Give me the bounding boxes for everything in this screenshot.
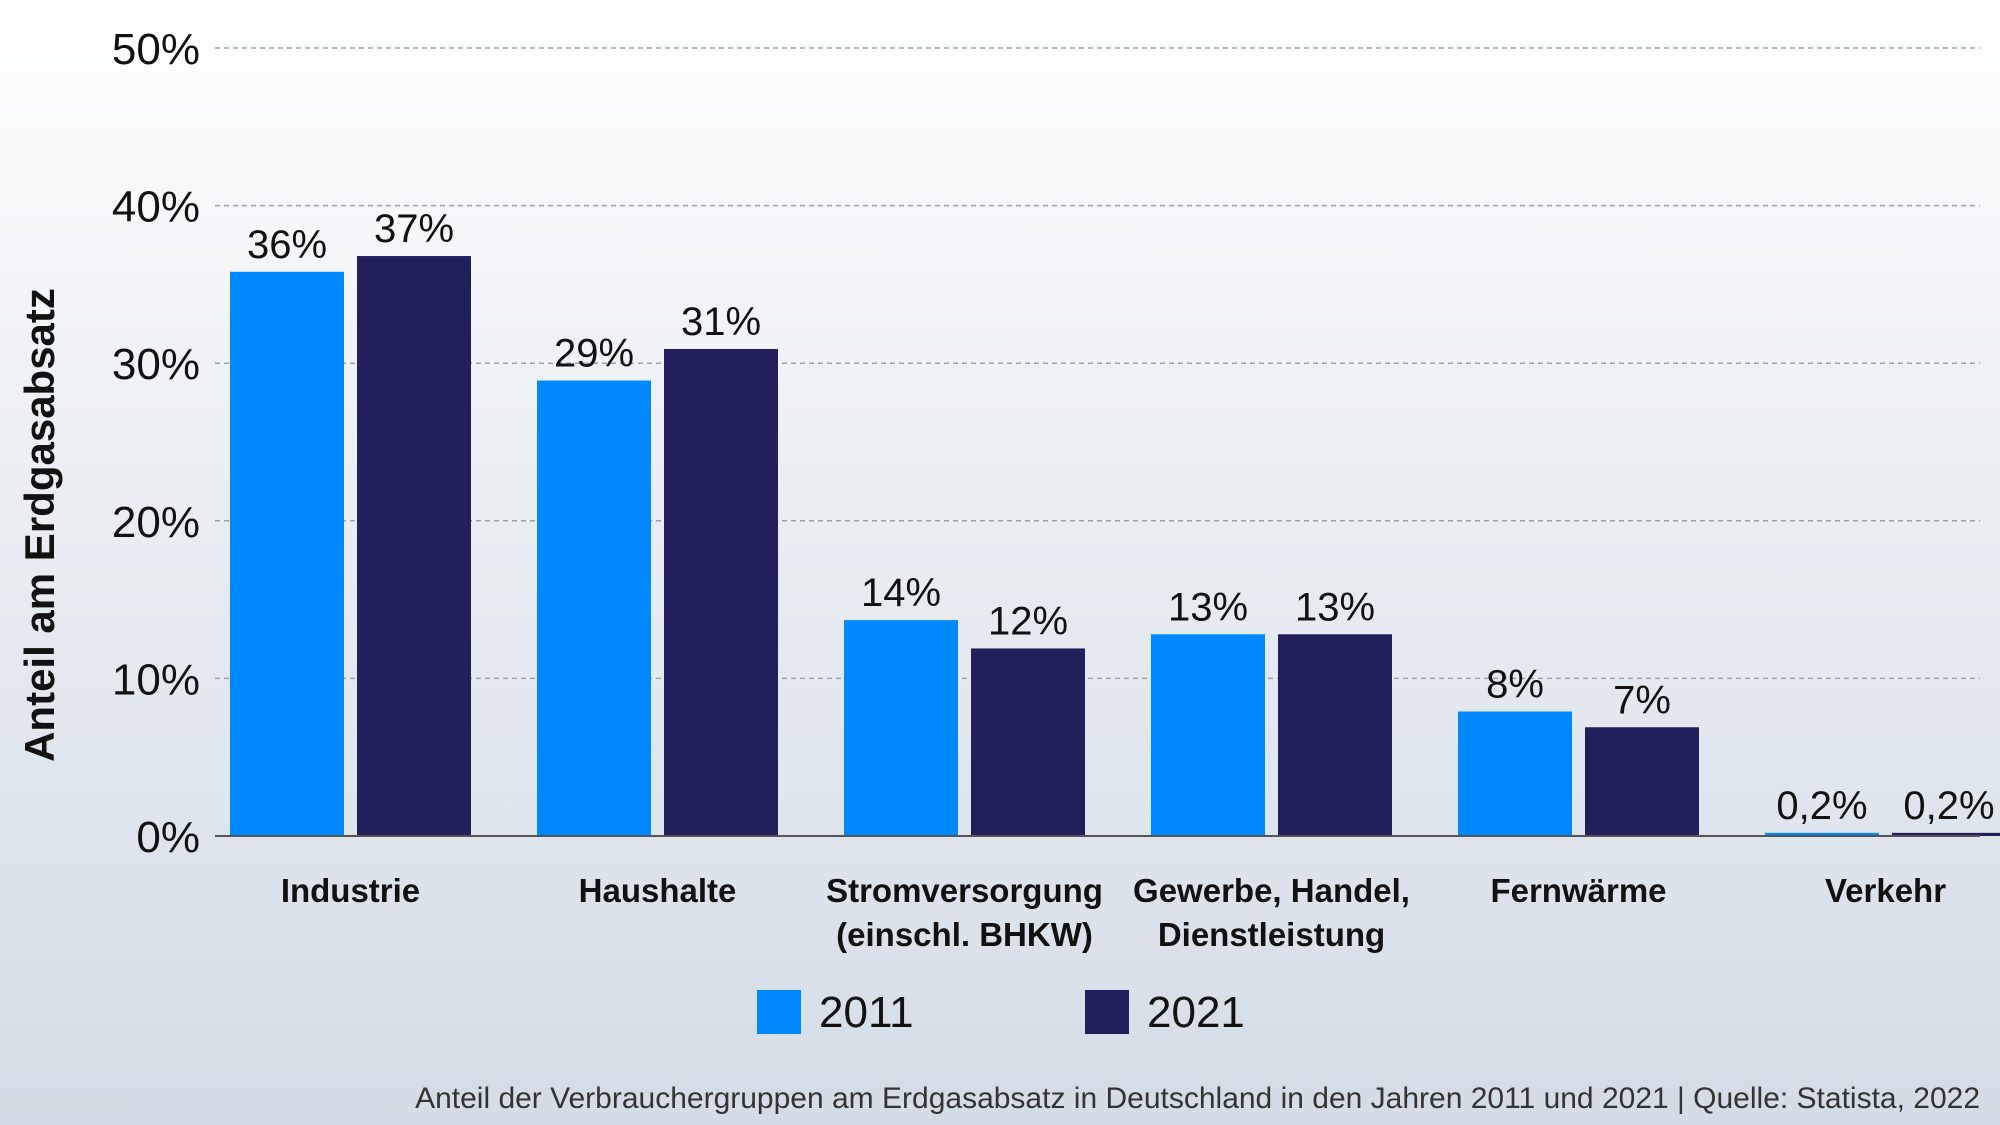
bar-2011 [230,271,344,836]
value-label: 37% [374,207,454,251]
bar-2021 [971,648,1085,836]
gridlines [215,47,1980,680]
category-label: Verkehr [1825,872,1946,909]
bar-2011 [1151,634,1265,836]
value-label: 31% [681,300,761,344]
bar-2021 [1892,832,2000,836]
y-tick-label: 20% [112,498,200,547]
legend-swatch-2021 [1085,990,1129,1034]
bar-2021 [1585,727,1699,836]
bar-2011 [1458,711,1572,836]
y-axis-ticks: 0% 10% 20% 30% 40% 50% [112,25,200,862]
value-label: 14% [861,571,941,615]
value-label: 0,2% [1903,784,1994,828]
value-label: 13% [1295,585,1375,629]
value-label: 36% [247,223,327,267]
chart-caption: Anteil der Verbrauchergruppen am Erdgasa… [415,1082,1980,1115]
y-tick-label: 10% [112,655,200,704]
y-tick-label: 40% [112,183,200,232]
category-label: Dienstleistung [1158,916,1385,953]
y-tick-label: 0% [136,813,200,862]
y-tick-label: 30% [112,340,200,389]
legend-swatch-2011 [757,990,801,1034]
y-tick-label: 50% [112,25,200,74]
value-label: 0,2% [1776,784,1867,828]
category-label: Gewerbe, Handel, [1133,872,1410,909]
value-label: 7% [1613,678,1671,722]
bar-2021 [357,256,471,837]
category-label: Haushalte [579,872,737,909]
category-label: Industrie [281,872,420,909]
category-labels: Industrie Haushalte Stromversorgung (einsch… [281,872,1946,953]
category-label: Stromversorgung [826,872,1103,909]
bar-2011 [537,380,651,836]
value-labels: 36% 37% 29% 31% 14% 12% 13% 13% 8% 7% 0,2% 0,2% [247,207,1995,828]
bar-2021 [1278,634,1392,836]
category-label: Fernwärme [1490,872,1666,909]
y-axis-label: Anteil am Erdgasabsatz [16,288,63,762]
value-label: 13% [1168,585,1248,629]
value-label: 29% [554,332,634,376]
bar-2021 [664,349,778,836]
category-label: (einschl. BHKW) [836,916,1093,953]
legend-label: 2021 [1147,988,1245,1037]
legend: 2011 2021 [757,988,1245,1037]
bar-2011 [844,620,958,836]
value-label: 12% [988,599,1068,643]
legend-label: 2011 [819,988,914,1037]
bars [230,256,2000,837]
bar-2011 [1765,832,1879,836]
value-label: 8% [1486,662,1544,706]
